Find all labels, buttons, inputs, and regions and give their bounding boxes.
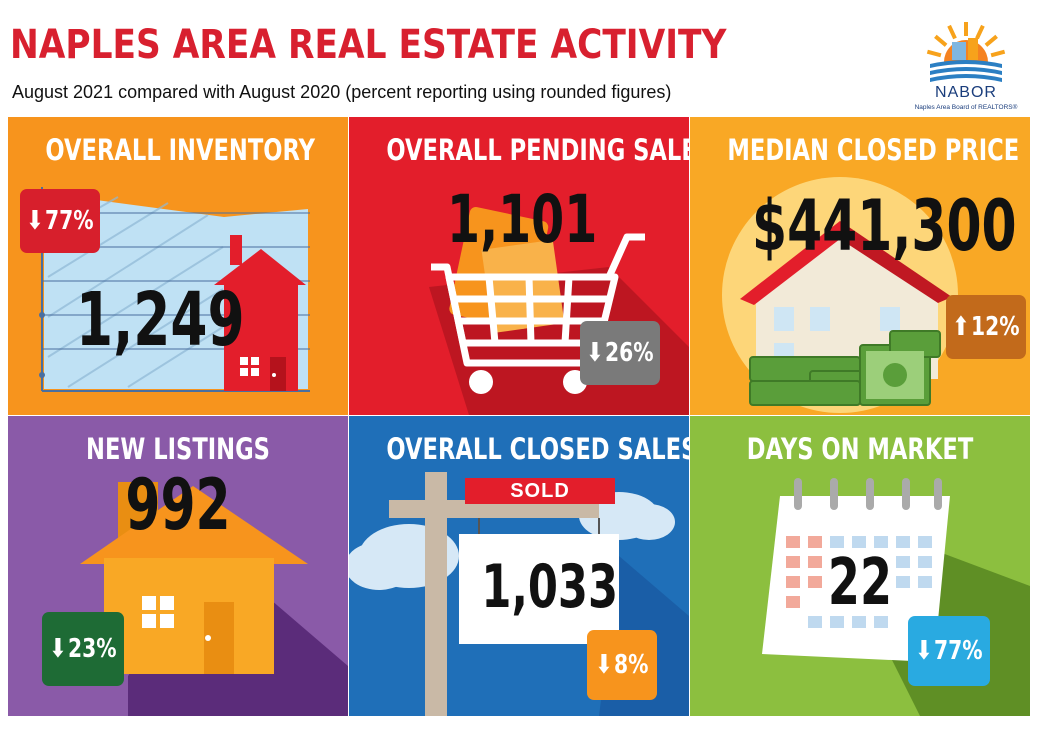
page-title: NAPLES AREA REAL ESTATE ACTIVITY — [10, 22, 727, 68]
logo-name: NABOR — [935, 84, 997, 101]
tile-value: 992 — [125, 464, 231, 546]
arrow-up-icon: ⬆ — [952, 312, 970, 342]
stats-grid: OVERALL INVENTORY 1,249 ⬇77% OVERAL — [8, 117, 1030, 716]
sunrise-logo-icon — [926, 22, 1006, 82]
tile-value: $441,300 — [752, 185, 1017, 267]
change-value: 26% — [605, 338, 654, 368]
change-value: 23% — [68, 634, 117, 664]
tile-value: 1,101 — [447, 181, 598, 258]
tile-overall-inventory: OVERALL INVENTORY 1,249 ⬇77% — [8, 117, 348, 415]
arrow-down-icon: ⬇ — [595, 650, 613, 680]
nabor-logo: NABOR Naples Area Board of REALTORS® — [906, 18, 1026, 113]
change-badge: ⬇23% — [42, 612, 124, 686]
tile-title: OVERALL PENDING SALES — [386, 133, 689, 167]
tile-overall-pending-sales: OVERALL PENDING SALES 1,101 ⬇26% — [349, 117, 689, 415]
tile-title: MEDIAN CLOSED PRICE — [727, 133, 1020, 167]
tile-title: DAYS ON MARKET — [746, 432, 974, 466]
tile-value: 22 — [827, 546, 893, 620]
arrow-down-icon: ⬇ — [915, 636, 933, 666]
change-value: 8% — [614, 650, 649, 680]
arrow-down-icon: ⬇ — [26, 206, 44, 236]
arrow-down-icon: ⬇ — [586, 338, 604, 368]
change-badge: ⬇8% — [587, 630, 657, 700]
house-inventory-chart-icon — [39, 187, 310, 392]
house-money-icon — [722, 177, 958, 413]
tile-days-on-market: DAYS ON MARKET 22 ⬇77% — [690, 416, 1030, 716]
change-badge: ⬇26% — [580, 321, 660, 385]
logo-tagline: Naples Area Board of REALTORS® — [914, 104, 1018, 111]
change-badge: ⬇77% — [20, 189, 100, 253]
tile-value: 1,033 — [481, 552, 619, 622]
change-value: 12% — [971, 312, 1020, 342]
tile-title: OVERALL INVENTORY — [45, 133, 316, 167]
tile-median-closed-price: MEDIAN CLOSED PRICE $441,300 ⬆12% — [690, 117, 1030, 415]
tile-title: OVERALL CLOSED SALES — [386, 432, 689, 466]
tile-new-listings: NEW LISTINGS 992 ⬇23% — [8, 416, 348, 716]
tile-value: 1,249 — [76, 277, 245, 363]
page-subtitle: August 2021 compared with August 2020 (p… — [12, 82, 672, 102]
tile-title: NEW LISTINGS — [86, 432, 270, 466]
change-badge: ⬆12% — [946, 295, 1026, 359]
change-value: 77% — [45, 206, 94, 236]
house-icon — [80, 482, 348, 716]
tile-overall-closed-sales: SOLD OVERALL CLOSED SALES 1,033 ⬇8% — [349, 416, 689, 716]
change-badge: ⬇77% — [908, 616, 990, 686]
change-value: 77% — [934, 636, 983, 666]
sold-sign-label: SOLD — [510, 480, 570, 502]
arrow-down-icon: ⬇ — [49, 634, 67, 664]
